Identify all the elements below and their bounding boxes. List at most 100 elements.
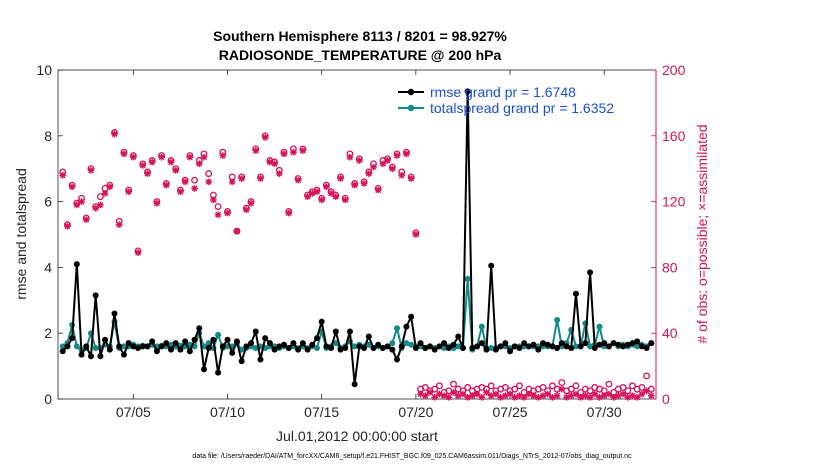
obs-possible-marker [464, 384, 472, 391]
obs-assimilated-marker [101, 190, 109, 197]
rmse-point [469, 345, 476, 352]
obs-assimilated-marker [214, 211, 222, 219]
obs-possible-marker [511, 385, 519, 393]
rmse-point [102, 336, 109, 343]
obs-assimilated-marker [153, 199, 161, 207]
left-y-tick-label: 2 [44, 325, 52, 341]
obs-assimilated-stroke [427, 389, 433, 396]
obs-assimilated-marker [224, 209, 231, 217]
legend-totalspread-marker [407, 104, 415, 112]
obs-assimilated-marker [374, 186, 382, 194]
obs-assimilated-stroke [492, 391, 499, 398]
obs-assimilated-stroke [544, 391, 551, 398]
obs-assimilated-marker [337, 175, 344, 182]
obs-assimilated-marker [233, 227, 241, 235]
obs-assimilated-marker [228, 178, 236, 186]
obs-assimilated-stroke [417, 391, 424, 398]
obs-assimilated-marker [351, 181, 358, 189]
rmse-point [130, 343, 137, 350]
obs-assimilated-stroke [172, 167, 179, 174]
obs-assimilated-marker [544, 390, 552, 398]
obs-assimilated-marker [243, 206, 250, 214]
obs-assimilated-stroke [507, 391, 514, 398]
obs-assimilated-stroke [266, 159, 273, 166]
obs-assimilated-marker [332, 193, 340, 200]
totalspread-point [455, 343, 462, 350]
rmse-point [375, 341, 382, 348]
obs-assimilated-marker [92, 204, 99, 212]
left-y-tick-label: 8 [44, 128, 52, 144]
rmse-point [394, 356, 401, 363]
legend-totalspread-label: totalspread grand pr = 1.6352 [430, 100, 614, 116]
rmse-point [648, 340, 655, 347]
rmse-point [558, 340, 565, 347]
obs-assimilated-stroke [370, 164, 377, 171]
legend: rmse grand pr = 1.6748 totalspread grand… [398, 84, 614, 116]
obs-assimilated-stroke [459, 391, 466, 398]
rmse-point [398, 343, 405, 350]
obs-assimilated-stroke [346, 154, 353, 161]
obs-possible-marker [487, 382, 495, 390]
obs-assimilated-stroke [135, 249, 142, 256]
rmse-point [328, 345, 335, 352]
obs-assimilated-marker [591, 390, 599, 398]
right-y-tick-label: 160 [662, 128, 686, 144]
right-y-axis-label: # of obs: o=possible; ×=assimilated [694, 124, 710, 343]
rmse-point [356, 343, 363, 350]
obs-possible-marker [567, 385, 575, 393]
rmse-point [346, 328, 353, 335]
obs-assimilated-stroke [290, 149, 297, 156]
obs-assimilated-marker [195, 160, 203, 168]
obs-assimilated-marker [299, 147, 307, 154]
rmse-point [436, 343, 443, 350]
obs-assimilated-marker [619, 390, 627, 398]
rmse-point [474, 343, 481, 350]
rmse-point [200, 366, 207, 373]
obs-possible-marker [647, 385, 655, 393]
obs-assimilated-stroke [356, 157, 363, 164]
rmse-point [318, 318, 325, 325]
obs-assimilated-marker [506, 390, 514, 398]
obs-assimilated-stroke [92, 205, 99, 212]
obs-assimilated-marker [78, 198, 85, 205]
obs-assimilated-marker [473, 390, 481, 398]
rmse-point [445, 345, 452, 352]
obs-possible-marker [435, 382, 443, 390]
totalspread-point [59, 343, 66, 350]
totalspread-point [389, 340, 396, 347]
rmse-point [191, 336, 198, 343]
obs-assimilated-stroke [634, 394, 641, 401]
rmse-point [417, 340, 424, 347]
obs-assimilated-stroke [525, 391, 532, 398]
right-y-tick-label: 40 [662, 325, 678, 341]
rmse-point [403, 323, 410, 330]
rmse-point [168, 346, 175, 353]
rmse-point [276, 343, 283, 350]
obs-assimilated-stroke [215, 211, 222, 218]
obs-possible-marker [214, 203, 222, 210]
obs-assimilated-stroke [83, 216, 90, 223]
obs-assimilated-stroke [130, 154, 137, 161]
rmse-point [87, 353, 94, 360]
obs-assimilated-stroke [384, 157, 391, 164]
totalspread-point [478, 323, 485, 330]
rmse-point [450, 341, 457, 348]
rmse-point [384, 343, 391, 350]
rmse-point [591, 345, 598, 352]
obs-assimilated-marker [633, 394, 641, 401]
rmse-point [525, 343, 532, 350]
left-y-tick-label: 4 [44, 259, 52, 275]
obs-assimilated-marker [389, 165, 396, 172]
rmse-point [605, 343, 612, 350]
rmse-point [488, 262, 495, 269]
x-tick-label: 07/10 [210, 404, 245, 420]
rmse-point [120, 351, 127, 358]
obs-assimilated-marker [200, 153, 208, 161]
rmse-point [634, 338, 641, 345]
obs-assimilated-stroke [516, 392, 523, 399]
obs-assimilated-stroke [177, 188, 184, 195]
rmse-point [568, 345, 575, 352]
rmse-point [337, 346, 344, 353]
rmse-point [624, 341, 631, 348]
obs-assimilated-stroke [116, 221, 123, 228]
